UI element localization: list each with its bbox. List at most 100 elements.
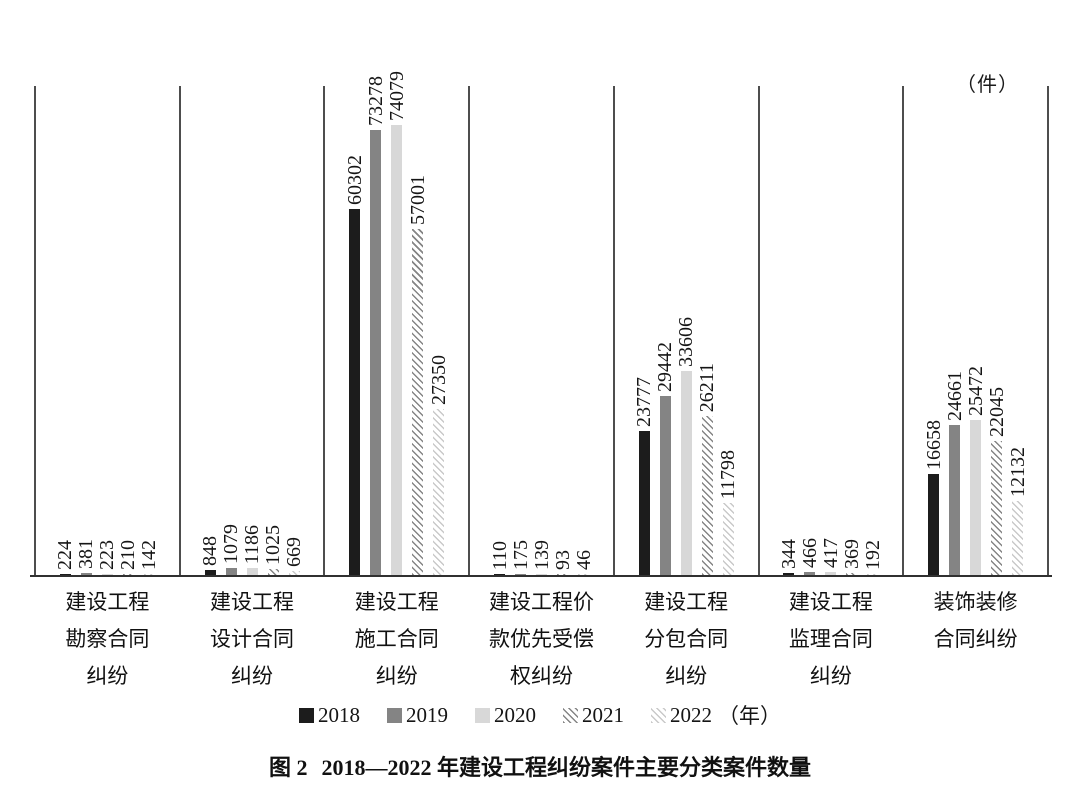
bar xyxy=(949,425,961,575)
bar xyxy=(370,129,382,575)
legend-swatch-icon xyxy=(299,707,314,723)
bar-value-label: 57001 xyxy=(406,174,429,225)
category-label-line: 建设工程 xyxy=(354,590,439,614)
bar-value-label: 24661 xyxy=(943,371,966,422)
category-label-line: 纠纷 xyxy=(665,664,708,688)
bar-value-label: 417 xyxy=(819,538,842,569)
category-label-line: 施工合同 xyxy=(354,627,439,651)
bar-value-label: 142 xyxy=(138,540,161,570)
category-label-line: 建设工程 xyxy=(65,590,150,614)
category-label-line: 合同纠纷 xyxy=(933,627,1018,651)
bar-value-label: 1079 xyxy=(220,524,243,565)
legend-label: 2018 xyxy=(318,702,360,727)
bar-value-label: 210 xyxy=(117,539,140,570)
bar xyxy=(578,574,589,575)
bar xyxy=(515,573,526,575)
legend-label: 2020 xyxy=(494,702,536,727)
bar xyxy=(928,473,940,575)
bar xyxy=(557,574,568,575)
bar xyxy=(804,572,816,575)
category-label: 装饰装修 合同纠纷 xyxy=(903,584,1048,658)
category-label-line: 监理合同 xyxy=(788,627,873,651)
legend-label: 2022 xyxy=(670,702,712,727)
bar xyxy=(267,568,279,575)
bar-value-label: 46 xyxy=(572,550,595,570)
legend-swatch-icon xyxy=(651,707,666,723)
bar xyxy=(638,430,650,575)
bar xyxy=(1012,501,1024,575)
category-label-line: 设计合同 xyxy=(210,627,295,651)
bar-value-label: 381 xyxy=(75,538,98,569)
bar xyxy=(825,572,837,575)
bar-value-label: 223 xyxy=(96,539,119,570)
legend-item: 2019 xyxy=(387,703,448,728)
legend: 2018 2019 2020 2021 2022 （年） xyxy=(0,700,1080,730)
bar xyxy=(867,573,879,575)
column-divider xyxy=(612,86,615,575)
bar xyxy=(659,396,671,575)
category-label-line: 分包合同 xyxy=(644,627,729,651)
category-label-line: 纠纷 xyxy=(231,664,274,688)
category-label: 建设工程勘察合同纠纷 xyxy=(35,584,180,695)
legend-item: 2022 （年） xyxy=(651,700,781,730)
bar-value-label: 669 xyxy=(283,536,306,567)
bar xyxy=(970,420,982,575)
bar xyxy=(433,408,445,575)
category-label: 建设工程 施工合同 纠纷 xyxy=(324,584,469,695)
bar xyxy=(80,572,92,575)
bar-value-label: 139 xyxy=(530,540,553,570)
bar-value-label: 11798 xyxy=(717,450,740,500)
bar xyxy=(349,208,361,575)
legend-year-suffix: （年） xyxy=(718,704,781,728)
bar-value-label: 29442 xyxy=(654,342,677,393)
bar-value-label: 26211 xyxy=(696,362,719,412)
bar-value-label: 224 xyxy=(54,539,77,570)
bar xyxy=(701,415,713,575)
legend-item: 2020 xyxy=(475,703,536,728)
legend-swatch-icon xyxy=(387,707,402,723)
category-label-line: 建设工程 xyxy=(788,590,873,614)
column-divider xyxy=(902,86,905,575)
category-label: 建设工程价 款优先受偿 权纠纷 xyxy=(469,584,614,695)
bar-value-label: 848 xyxy=(199,535,222,566)
column-divider xyxy=(323,86,326,575)
bar-value-label: 192 xyxy=(861,539,884,570)
bar-value-label: 93 xyxy=(551,550,574,570)
unit-label: （件） xyxy=(956,74,1019,96)
bar xyxy=(412,228,424,575)
column-divider xyxy=(1047,86,1049,575)
bar-value-label: 1025 xyxy=(262,524,285,565)
category-label-line: 建设工程 xyxy=(210,590,295,614)
caption-text: 2018—2022 年建设工程纠纷案件主要分类案件数量 xyxy=(321,755,812,780)
bar-value-label: 22045 xyxy=(985,387,1008,438)
figure-caption: 图 2 2018—2022 年建设工程纠纷案件主要分类案件数量 xyxy=(0,750,1080,782)
category-label-line: 勘察合同 xyxy=(65,627,150,651)
bar xyxy=(722,503,734,575)
bar-value-label: 12132 xyxy=(1006,447,1029,498)
legend-item: 2021 xyxy=(563,703,624,728)
legend-label: 2021 xyxy=(582,702,624,727)
x-axis-line xyxy=(30,575,1052,577)
bar xyxy=(59,573,71,575)
category-label-line: 纠纷 xyxy=(86,664,129,688)
bar xyxy=(246,567,258,575)
category-label-line: 装饰装修 xyxy=(933,590,1018,614)
legend-swatch-icon xyxy=(475,707,490,723)
column-divider xyxy=(757,86,760,575)
legend-item: 2018 xyxy=(299,703,360,728)
bar-value-label: 60302 xyxy=(343,154,366,205)
bar xyxy=(101,573,113,575)
bar-value-label: 16658 xyxy=(922,419,945,470)
bar-value-label: 369 xyxy=(840,538,863,569)
bar-value-label: 27350 xyxy=(427,354,450,405)
column-divider xyxy=(34,86,36,575)
column-divider xyxy=(178,86,181,575)
bar-value-label: 23777 xyxy=(633,376,656,427)
bar xyxy=(846,572,858,575)
bar-value-label: 25472 xyxy=(964,366,987,417)
bar xyxy=(391,125,403,575)
bar xyxy=(225,568,237,575)
bar-value-label: 1186 xyxy=(241,524,264,564)
bar xyxy=(204,569,216,575)
